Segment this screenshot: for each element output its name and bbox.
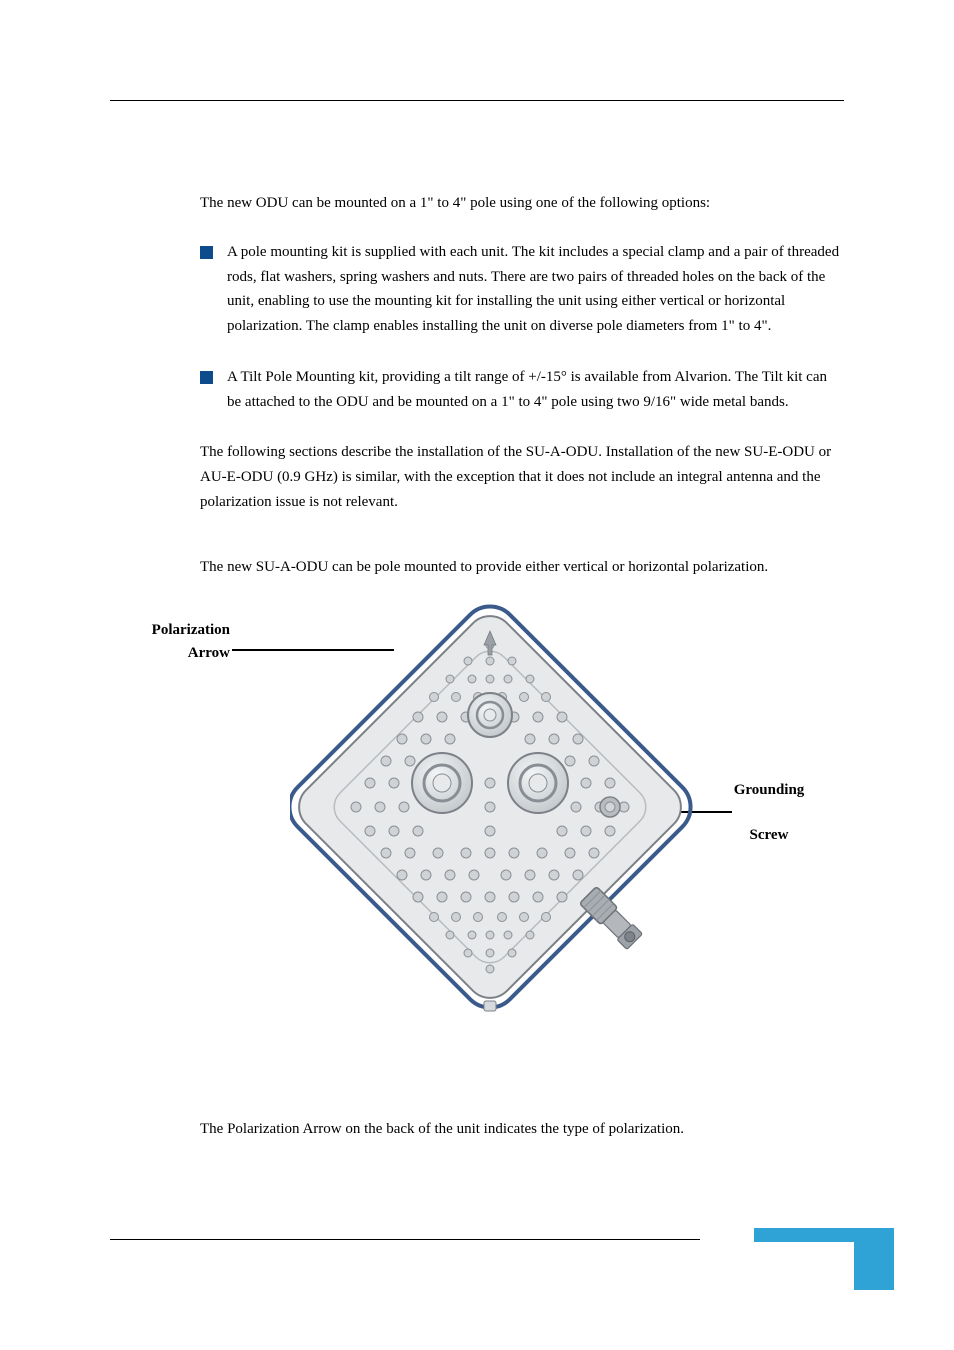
label-text: Screw — [750, 827, 789, 843]
polarization-intro-paragraph: The new SU-A-ODU can be pole mounted to … — [200, 555, 844, 580]
bullet-text: A pole mounting kit is supplied with eac… — [227, 240, 844, 339]
odu-figure: Polarization Arrow Grounding Screw — [110, 607, 844, 1047]
label-text: Grounding — [734, 782, 805, 798]
label-text: Arrow — [188, 645, 230, 661]
bullet-text: A Tilt Pole Mounting kit, providing a ti… — [227, 365, 844, 415]
square-bullet-icon — [200, 246, 213, 259]
polarization-arrow-label: Polarization Arrow — [110, 619, 230, 664]
closing-paragraph: The Polarization Arrow on the back of th… — [200, 1117, 844, 1142]
after-bullets-paragraph: The following sections describe the inst… — [200, 440, 844, 514]
odu-diagram-svg — [290, 597, 700, 1037]
footer-horizontal-rule — [110, 1239, 700, 1240]
footer-accent-icon — [754, 1210, 894, 1290]
options-list: A pole mounting kit is supplied with eac… — [200, 240, 844, 415]
top-horizontal-rule — [110, 100, 844, 101]
list-item: A Tilt Pole Mounting kit, providing a ti… — [200, 365, 844, 415]
label-text: Polarization — [152, 622, 230, 638]
list-item: A pole mounting kit is supplied with eac… — [200, 240, 844, 339]
intro-paragraph: The new ODU can be mounted on a 1" to 4"… — [200, 191, 844, 216]
square-bullet-icon — [200, 371, 213, 384]
